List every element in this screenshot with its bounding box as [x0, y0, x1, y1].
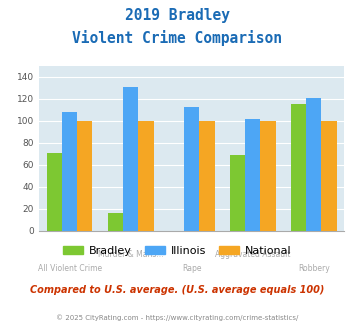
Legend: Bradley, Illinois, National: Bradley, Illinois, National [59, 241, 296, 260]
Text: Rape: Rape [182, 264, 201, 273]
Text: © 2025 CityRating.com - https://www.cityrating.com/crime-statistics/: © 2025 CityRating.com - https://www.city… [56, 314, 299, 321]
Bar [184, 107, 200, 231]
Bar [200, 121, 214, 231]
Bar [261, 121, 275, 231]
Bar [47, 153, 62, 231]
Text: Aggravated Assault: Aggravated Assault [215, 250, 290, 259]
Text: Murder & Mans...: Murder & Mans... [98, 250, 163, 259]
Bar [291, 105, 306, 231]
Text: Violent Crime Comparison: Violent Crime Comparison [72, 30, 283, 46]
Text: Robbery: Robbery [298, 264, 330, 273]
Bar [77, 121, 92, 231]
Bar [138, 121, 153, 231]
Bar [306, 98, 322, 231]
Bar [230, 155, 245, 231]
Bar [123, 87, 138, 231]
Text: 2019 Bradley: 2019 Bradley [125, 8, 230, 23]
Bar [245, 119, 261, 231]
Bar [62, 112, 77, 231]
Bar [108, 214, 123, 231]
Bar [322, 121, 337, 231]
Text: Compared to U.S. average. (U.S. average equals 100): Compared to U.S. average. (U.S. average … [30, 285, 325, 295]
Text: All Violent Crime: All Violent Crime [38, 264, 102, 273]
